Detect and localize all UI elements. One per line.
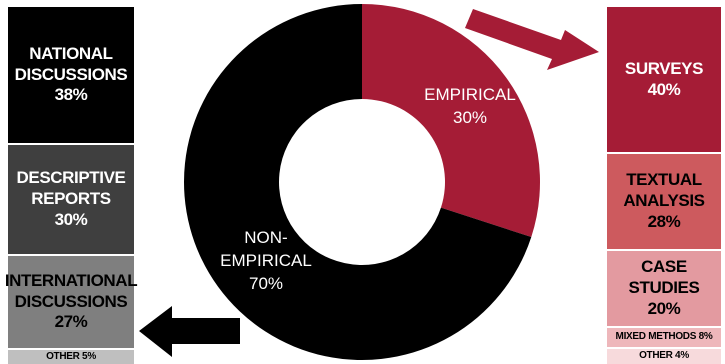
slice-label-non-empirical: NON-EMPIRICAL 70%: [220, 228, 312, 293]
slice-empirical: [362, 4, 540, 238]
box-left-national-discussions: NATIONAL DISCUSSIONS 38%: [8, 7, 134, 143]
slice-label-empirical: EMPIRICAL 30%: [424, 85, 516, 127]
box-right-surveys: SURVEYS 40%: [607, 7, 721, 152]
arrow-to-empirical-breakdown: [465, 9, 599, 70]
box-right-other: OTHER 4%: [607, 349, 721, 364]
box-right-mixed-methods: MIXED METHODS 8%: [607, 328, 721, 347]
box-right-case-studies: CASE STUDIES 20%: [607, 251, 721, 326]
arrow-to-non-empirical-breakdown: [139, 306, 240, 357]
box-left-international-discussions: INTERNATIONAL DISCUSSIONS 27%: [5, 256, 138, 348]
slice-non-empirical: [184, 4, 532, 360]
box-right-textual-analysis: TEXTUAL ANALYSIS 28%: [607, 154, 721, 249]
box-left-descriptive-reports: DESCRIPTIVE REPORTS 30%: [8, 145, 134, 254]
box-left-other: OTHER 5%: [8, 350, 134, 364]
